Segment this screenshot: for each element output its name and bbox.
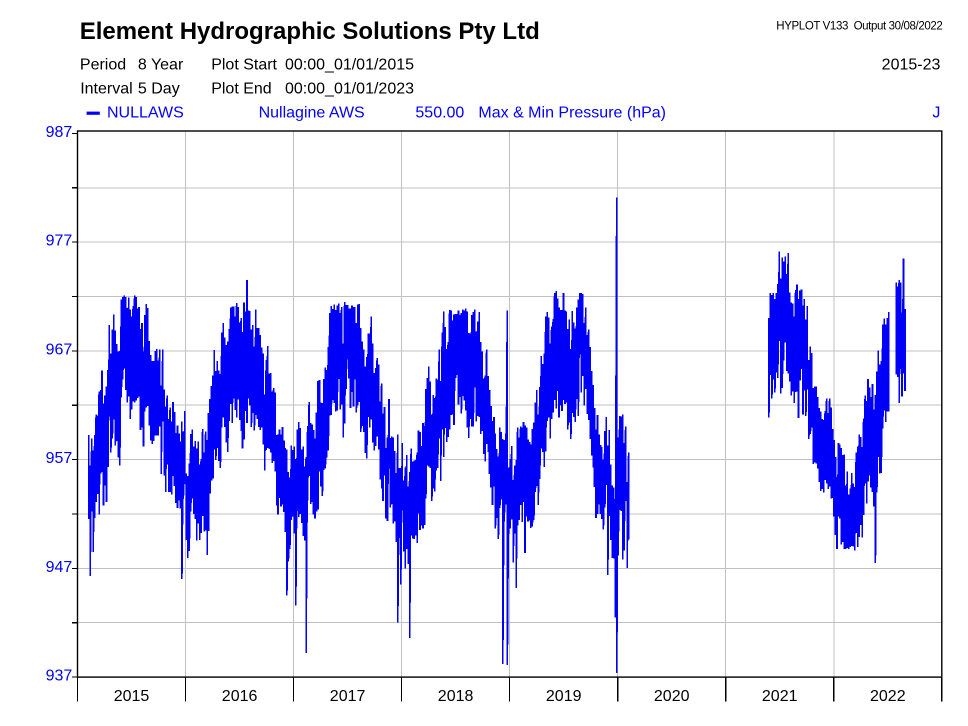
- svg-text:937: 937: [46, 668, 73, 685]
- svg-text:Plot Start: Plot Start: [211, 56, 277, 73]
- svg-text:00:00_01/01/2015: 00:00_01/01/2015: [285, 56, 414, 73]
- svg-text:00:00_01/01/2023: 00:00_01/01/2023: [285, 80, 414, 97]
- svg-text:HYPLOT V133 Output 30/08/2022: HYPLOT V133 Output 30/08/2022: [776, 21, 942, 33]
- svg-text:J: J: [932, 105, 940, 122]
- svg-text:5 Day: 5 Day: [138, 80, 180, 97]
- svg-text:Max & Min Pressure (hPa): Max & Min Pressure (hPa): [478, 105, 666, 122]
- svg-text:987: 987: [46, 124, 73, 141]
- svg-text:2017: 2017: [330, 688, 366, 705]
- svg-text:2021: 2021: [762, 688, 798, 705]
- svg-text:977: 977: [46, 233, 73, 250]
- svg-text:2018: 2018: [438, 688, 474, 705]
- svg-text:Period: Period: [80, 56, 126, 73]
- svg-text:NULLAWS: NULLAWS: [107, 105, 184, 122]
- svg-text:967: 967: [46, 342, 73, 359]
- svg-text:Plot End: Plot End: [211, 80, 271, 97]
- svg-text:2015: 2015: [114, 688, 150, 705]
- svg-text:2020: 2020: [654, 688, 690, 705]
- svg-text:Element Hydrographic Solutions: Element Hydrographic Solutions Pty Ltd: [80, 18, 540, 45]
- svg-text:2015-23: 2015-23: [882, 57, 941, 74]
- svg-text:Nullagine AWS: Nullagine AWS: [259, 105, 365, 122]
- svg-text:957: 957: [46, 450, 73, 467]
- svg-text:947: 947: [46, 559, 73, 576]
- svg-text:Interval: Interval: [80, 80, 132, 97]
- svg-text:2019: 2019: [546, 688, 582, 705]
- svg-text:550.00: 550.00: [415, 105, 464, 122]
- svg-text:2016: 2016: [222, 688, 258, 705]
- svg-text:8 Year: 8 Year: [138, 56, 184, 73]
- svg-text:2022: 2022: [870, 688, 906, 705]
